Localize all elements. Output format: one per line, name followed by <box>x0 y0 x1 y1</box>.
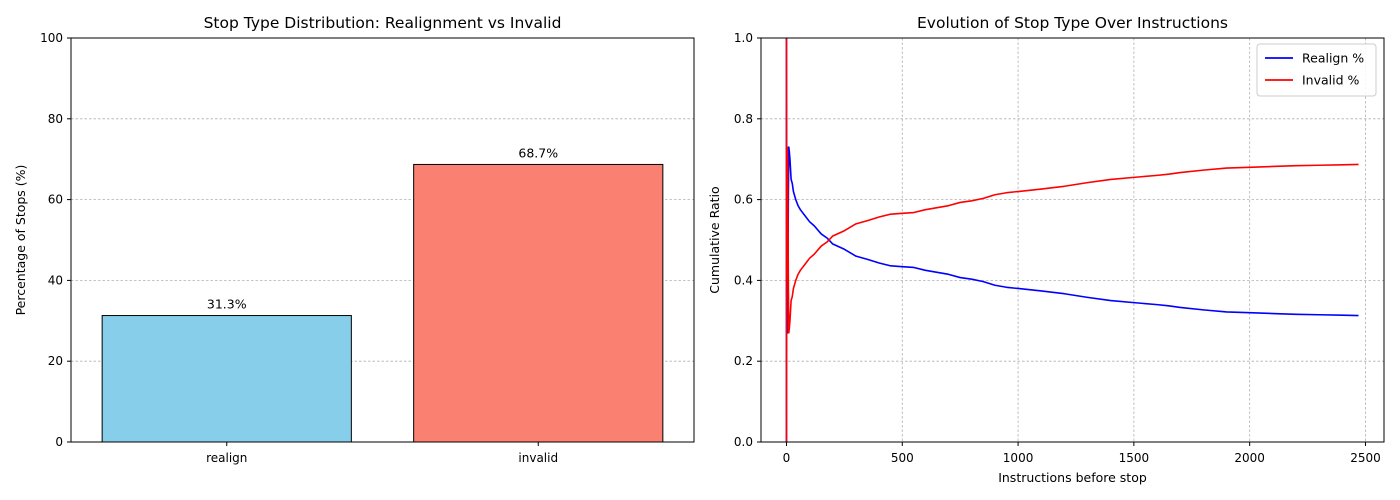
y-tick-label: 80 <box>48 112 63 126</box>
y-tick-label: 60 <box>48 193 63 207</box>
x-tick-label: 2000 <box>1234 451 1265 465</box>
x-tick-label: 2500 <box>1350 451 1381 465</box>
y-tick-label: 0.2 <box>734 354 753 368</box>
y-tick-label: 100 <box>40 31 63 45</box>
y-tick-label: 0.0 <box>734 435 753 449</box>
legend-box <box>1256 43 1377 97</box>
x-axis-label: Instructions before stop <box>998 470 1147 485</box>
bar-value-label: 31.3% <box>207 297 247 312</box>
y-tick-label: 40 <box>48 273 63 287</box>
chart-title: Evolution of Stop Type Over Instructions <box>917 14 1228 32</box>
x-tick-label: invalid <box>518 451 558 465</box>
x-tick-label: realign <box>206 451 247 465</box>
y-axis-label: Cumulative Ratio <box>707 186 722 293</box>
y-tick-label: 0.6 <box>734 193 753 207</box>
bar-value-label: 68.7% <box>518 145 558 160</box>
x-tick-label: 500 <box>891 451 914 465</box>
x-tick-label: 1500 <box>1119 451 1150 465</box>
y-tick-label: 1.0 <box>734 31 753 45</box>
axes-frame <box>70 37 695 443</box>
bar-chart: 31.3% realign 68.7% invalid 0 20 40 60 80 100 Stop… <box>13 14 695 465</box>
y-tick-label: 0.4 <box>734 273 753 287</box>
chart-title: Stop Type Distribution: Realignment vs I… <box>204 14 562 32</box>
series-line-invalid <box>785 38 1359 442</box>
axes-frame <box>760 37 1385 443</box>
y-tick-label: 0 <box>55 435 63 449</box>
y-tick-label: 20 <box>48 354 63 368</box>
x-tick-label: 1000 <box>1003 451 1034 465</box>
x-tick-label: 0 <box>783 451 791 465</box>
legend: Realign % Invalid % <box>1256 43 1377 97</box>
series-line-realign <box>785 38 1359 442</box>
bar-realign <box>101 315 352 443</box>
bar-invalid <box>413 163 664 443</box>
y-tick-label: 0.8 <box>734 112 753 126</box>
line-chart: 0 500 1000 1500 2000 2500 0.0 0.2 0.4 0.6 0.8 1.0 Re… <box>707 14 1385 485</box>
y-axis-label: Percentage of Stops (%) <box>13 165 28 316</box>
legend-label: Realign % <box>1302 51 1364 66</box>
legend-label: Invalid % <box>1302 73 1360 88</box>
